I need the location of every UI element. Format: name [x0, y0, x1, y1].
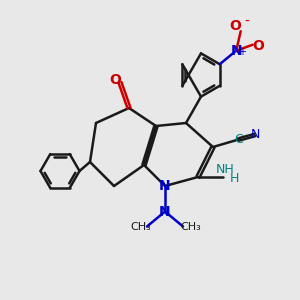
Text: O: O	[230, 19, 241, 33]
Text: NH: NH	[216, 163, 234, 176]
Text: N: N	[250, 128, 260, 142]
Text: C: C	[234, 133, 243, 146]
Text: -: -	[245, 15, 250, 29]
Text: N: N	[230, 44, 242, 58]
Text: O: O	[252, 39, 264, 53]
Text: CH₃: CH₃	[130, 221, 152, 232]
Text: N: N	[159, 179, 171, 193]
Text: N: N	[159, 205, 171, 218]
Text: O: O	[110, 73, 122, 86]
Text: CH₃: CH₃	[180, 221, 201, 232]
Text: H: H	[229, 172, 239, 185]
Text: +: +	[238, 47, 246, 57]
